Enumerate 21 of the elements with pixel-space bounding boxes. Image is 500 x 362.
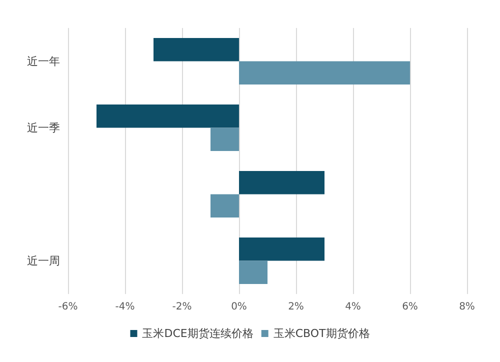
x-tick-label: -2%: [172, 302, 192, 312]
y-tick-label: 近一年: [27, 54, 60, 68]
bar: [154, 38, 239, 62]
bar: [96, 104, 239, 128]
y-tick-label: 近一周: [27, 254, 60, 268]
bar: [210, 128, 239, 152]
bar: [239, 170, 324, 194]
x-tick-label: 2%: [288, 302, 304, 312]
x-tick-label: 0%: [231, 302, 247, 312]
x-tick-label: -4%: [115, 302, 135, 312]
bar: [239, 61, 410, 85]
x-tick-label: -6%: [58, 302, 78, 312]
x-tick-label: 6%: [402, 302, 418, 312]
x-tick-label: 4%: [345, 302, 361, 312]
x-tick-label: 8%: [459, 302, 475, 312]
legend-label: 玉米DCE期货连续价格: [142, 327, 254, 340]
legend-label: 玉米CBOT期货价格: [273, 327, 370, 340]
bar: [210, 194, 239, 218]
bar: [239, 237, 324, 261]
bar: [239, 260, 268, 284]
y-tick-label: 近一季: [27, 121, 60, 134]
